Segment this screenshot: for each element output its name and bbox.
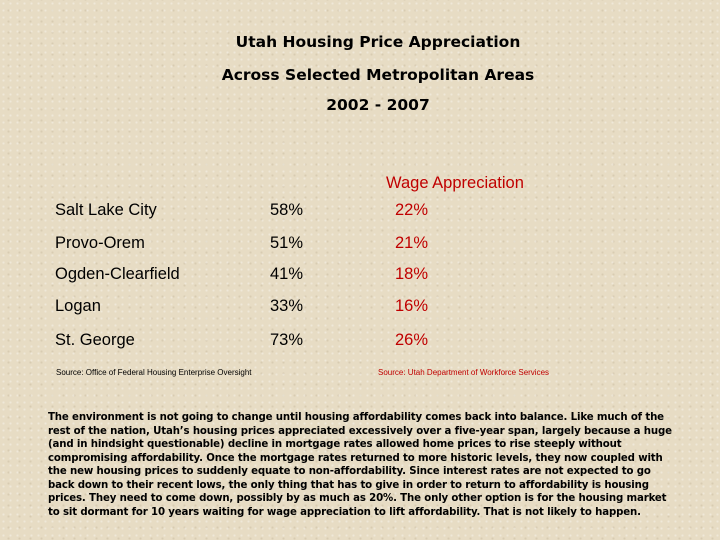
table-row: Salt Lake City 58% 22% [0,201,720,225]
table-row: Ogden-Clearfield 41% 18% [0,265,720,289]
city-name: Provo-Orem [55,234,145,252]
table-row: St. George 73% 26% [0,331,720,355]
commentary-paragraph: The environment is not going to change u… [48,412,672,518]
wage-appreciation-header: Wage Appreciation [386,174,524,192]
city-name: Logan [55,297,101,315]
wage-appreciation: 26% [395,331,429,349]
price-appreciation: 51% [270,234,304,252]
wage-appreciation: 21% [395,234,429,252]
price-appreciation: 33% [270,297,304,315]
wage-appreciation: 16% [395,297,429,315]
title-line-2: Across Selected Metropolitan Areas [221,66,535,84]
price-appreciation: 41% [270,265,304,283]
wage-appreciation: 18% [395,265,429,283]
wage-source-note: Source: Utah Department of Workforce Ser… [378,368,550,377]
housing-source-note: Source: Office of Federal Housing Enterp… [56,368,252,377]
city-name: Salt Lake City [55,201,157,219]
table-row: Logan 33% 16% [0,297,720,321]
price-appreciation: 73% [270,331,304,349]
title-line-3-date-range: 2002 - 2007 [326,96,430,114]
table-row: Provo-Orem 51% 21% [0,234,720,258]
title-line-1: Utah Housing Price Appreciation [235,33,521,51]
city-name: Ogden-Clearfield [55,265,180,283]
city-name: St. George [55,331,135,349]
price-appreciation: 58% [270,201,304,219]
wage-appreciation: 22% [395,201,429,219]
